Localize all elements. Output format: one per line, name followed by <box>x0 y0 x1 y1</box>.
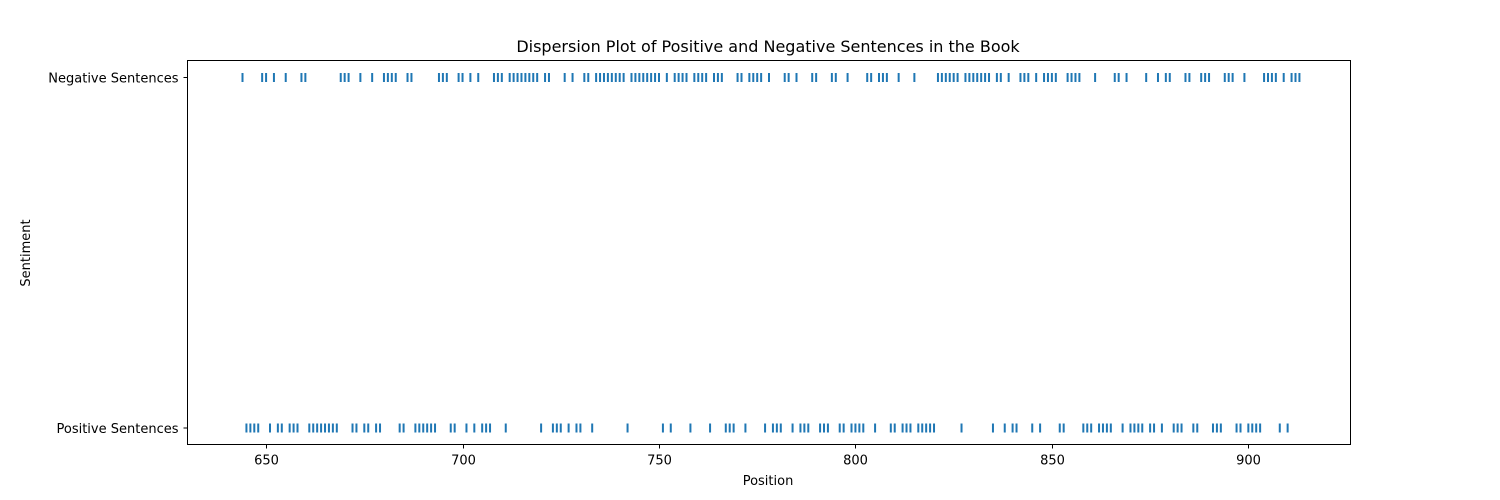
marks-group <box>241 73 1301 433</box>
x-axis-label: Position <box>743 474 794 489</box>
y-tick-label: Negative Sentences <box>48 72 178 87</box>
plot-area <box>187 60 1351 445</box>
x-tick-label: 650 <box>254 454 279 469</box>
x-tick-label: 850 <box>1040 454 1065 469</box>
y-tick-label: Positive Sentences <box>57 422 179 437</box>
chart-title: Dispersion Plot of Positive and Negative… <box>516 37 1020 56</box>
x-axis-ticks: 650 700 750 800 850 900 <box>254 444 1261 469</box>
x-tick-label: 700 <box>451 454 476 469</box>
x-tick-label: 900 <box>1236 454 1261 469</box>
y-axis-label: Sentiment <box>19 219 34 286</box>
x-tick-label: 800 <box>843 454 868 469</box>
x-tick-label: 750 <box>647 454 672 469</box>
y-axis-ticks: Positive Sentences Negative Sentences <box>48 72 188 437</box>
